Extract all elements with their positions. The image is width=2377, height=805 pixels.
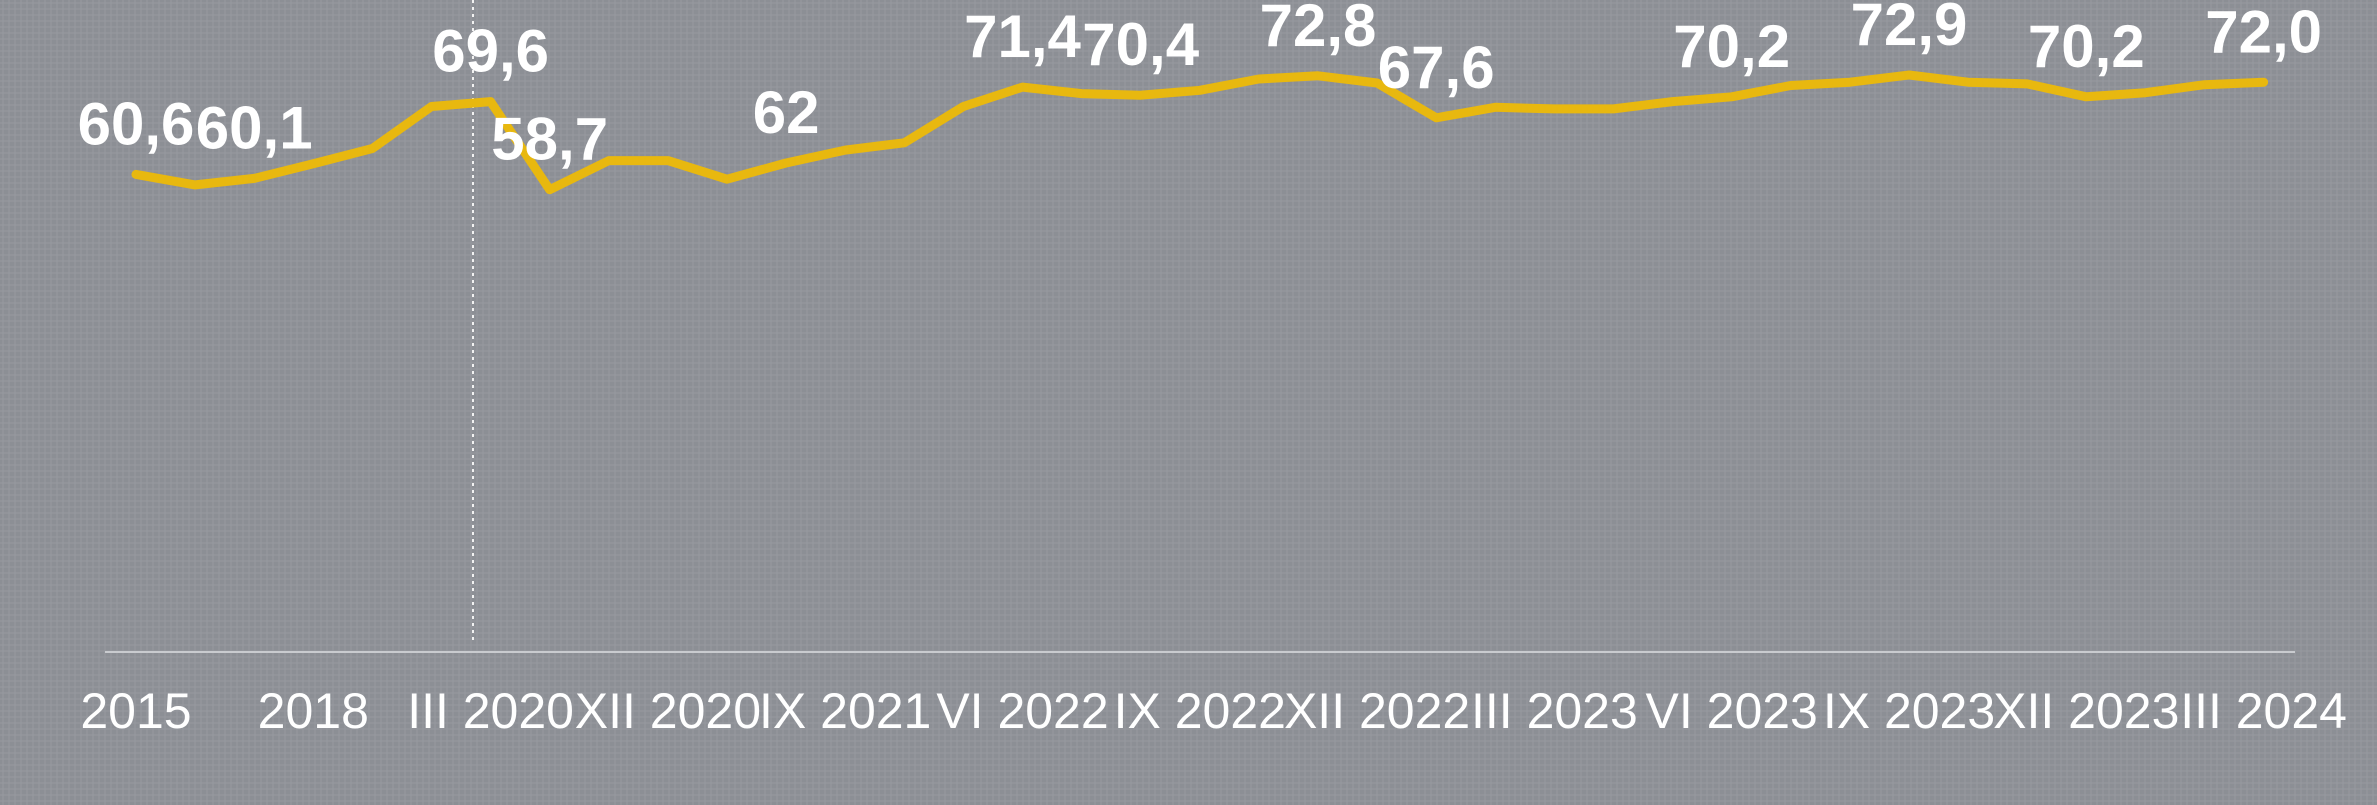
data-label: 70,2: [2028, 13, 2145, 80]
data-label: 58,7: [491, 106, 608, 173]
x-tick-label: VI 2022: [936, 683, 1108, 739]
data-label: 72,8: [1260, 0, 1377, 59]
data-label: 70,2: [1673, 13, 1790, 80]
data-label: 71,4: [964, 3, 1081, 70]
x-tick-label: 2015: [80, 683, 191, 739]
data-label: 70,4: [1082, 11, 1199, 78]
data-label: 69,6: [432, 18, 549, 85]
x-tick-label: III 2024: [2180, 683, 2347, 739]
data-label: 60,6: [78, 90, 195, 157]
x-tick-label: XII 2023: [1993, 683, 2179, 739]
line: [131, 70, 2269, 195]
data-label: 72,0: [2205, 0, 2322, 65]
x-tick-label: VI 2023: [1646, 683, 1818, 739]
x-tick-label: IX 2021: [759, 683, 931, 739]
data-label: 72,9: [1851, 0, 1968, 58]
data-label: 67,6: [1378, 34, 1495, 101]
x-tick-label: III 2020: [407, 683, 574, 739]
x-tick-label: 2018: [258, 683, 369, 739]
x-tick-label: III 2023: [1471, 683, 1638, 739]
x-tick-label: XII 2022: [1284, 683, 1470, 739]
data-label: 62: [753, 79, 820, 146]
data-label: 60,1: [196, 94, 313, 161]
x-tick-label: XII 2020: [575, 683, 761, 739]
x-tick-label: IX 2022: [1114, 683, 1286, 739]
x-tick-label: IX 2023: [1823, 683, 1995, 739]
